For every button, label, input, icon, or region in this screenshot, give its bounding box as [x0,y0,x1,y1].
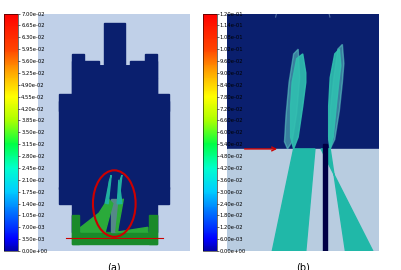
Bar [149,215,157,244]
Polygon shape [321,149,373,251]
Polygon shape [284,49,300,149]
Bar [72,54,84,232]
Bar [145,94,169,111]
Polygon shape [329,49,341,149]
Bar [72,232,157,244]
Bar [84,66,145,215]
Polygon shape [116,199,148,232]
Bar [59,102,72,189]
Bar [103,23,125,66]
Bar [322,144,327,251]
Bar [227,14,379,149]
Polygon shape [117,180,122,204]
Bar [111,199,117,232]
Polygon shape [81,199,113,232]
Bar [130,61,157,78]
Polygon shape [329,44,344,149]
Bar [145,54,157,232]
Polygon shape [107,175,111,204]
Text: (a): (a) [107,263,121,270]
Polygon shape [117,175,122,204]
Bar [59,94,84,111]
Bar [227,149,379,251]
Polygon shape [291,54,306,149]
Bar [72,215,79,244]
Bar [72,215,157,232]
Text: (b): (b) [296,263,310,270]
Polygon shape [272,149,315,251]
Bar [84,92,145,215]
Bar [145,187,169,204]
Bar [72,61,99,78]
Bar [59,187,84,204]
Bar [72,78,157,94]
Polygon shape [105,180,110,204]
Polygon shape [84,66,145,92]
Bar [157,102,169,189]
Bar [84,66,145,215]
